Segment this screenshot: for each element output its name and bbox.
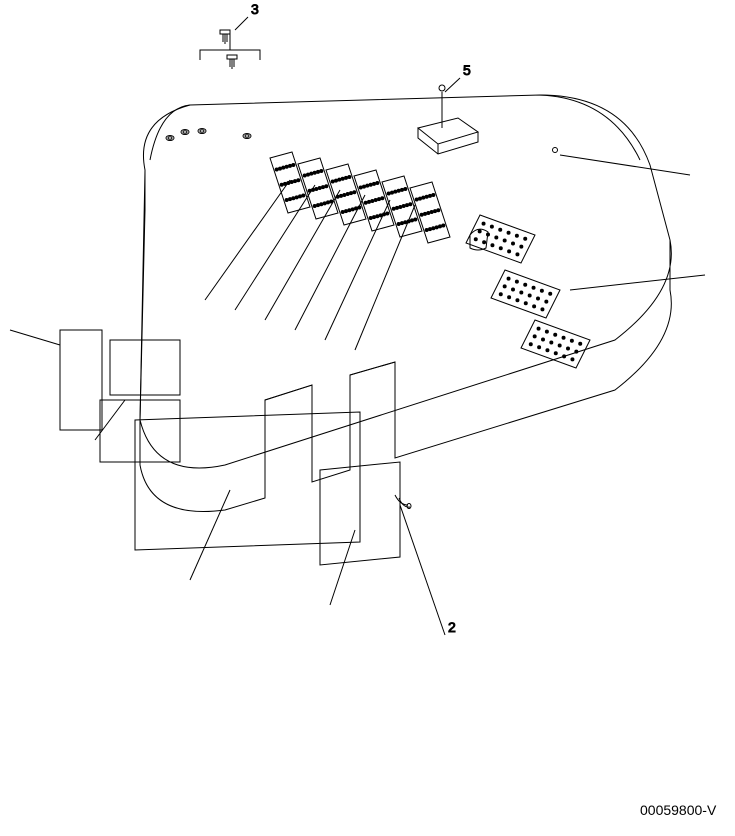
diagram-canvas: 3 5 2 00059800-V <box>0 0 735 836</box>
bolts-group <box>200 30 260 69</box>
callout-label-2: 2 <box>448 619 456 635</box>
grille-plates <box>270 152 590 368</box>
callout-label-3: 3 <box>251 1 259 17</box>
boss-plate <box>418 85 478 154</box>
top-dot <box>553 148 558 153</box>
top-holes <box>166 129 251 141</box>
plates-group <box>60 330 400 565</box>
drain-tube <box>395 495 411 509</box>
callout-lines: 3 5 2 <box>10 1 705 635</box>
main-body <box>140 95 671 512</box>
drawing-number: 00059800-V <box>640 802 717 818</box>
callout-label-5: 5 <box>463 62 471 78</box>
